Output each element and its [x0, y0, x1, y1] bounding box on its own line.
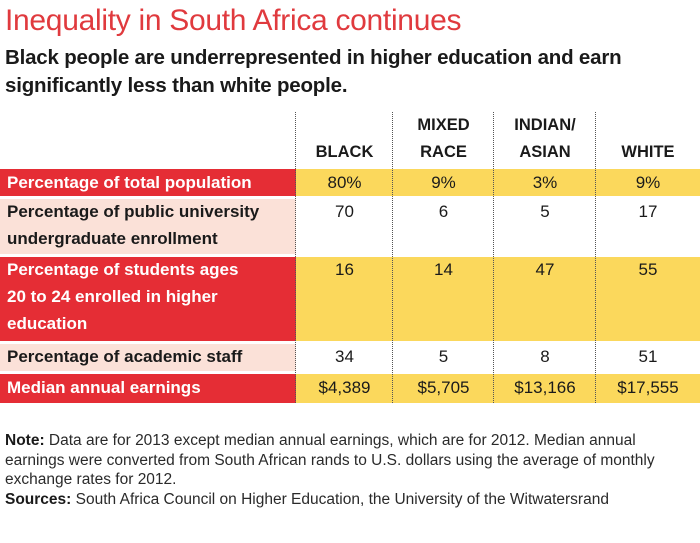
row-values-bg [296, 373, 700, 403]
note: Note: Data are for 2013 except median an… [5, 431, 695, 490]
column-header-line2: BLACK [315, 143, 374, 161]
table-cell: $4,389 [318, 378, 371, 397]
table-cell: $17,555 [617, 378, 679, 397]
table-cell: 8 [540, 347, 550, 366]
row-divider [0, 256, 700, 257]
column-header-line1: INDIAN/ [514, 116, 576, 134]
table-cell: 5 [540, 202, 550, 221]
row-values-bg [296, 256, 700, 341]
chart-title: Inequality in South Africa continues [5, 4, 462, 37]
table-cell: 5 [438, 347, 449, 366]
row-label-1: Percentage of public university undergra… [0, 198, 296, 254]
table-cell: 70 [335, 202, 354, 221]
table-cell: 9% [635, 173, 661, 192]
table-cell: 51 [638, 347, 658, 366]
column-divider [493, 112, 494, 403]
note-text: Data are for 2013 except median annual e… [5, 432, 655, 488]
column-header-2: INDIAN/ASIAN [494, 112, 596, 166]
column-header-line1: MIXED [417, 116, 470, 134]
column-header-line2: ASIAN [519, 143, 571, 161]
table-cell: 80% [327, 173, 362, 192]
row-values-bg [296, 169, 700, 196]
column-divider [392, 112, 393, 403]
chart-subtitle: Black people are underrepresented in hig… [5, 46, 622, 97]
table-cell: 3% [532, 173, 558, 192]
row-divider [0, 198, 700, 199]
note-label: Note: [5, 432, 45, 449]
table-cell: $13,166 [514, 378, 576, 397]
table-cell: 16 [335, 260, 354, 279]
row-label-0: Percentage of total population [0, 169, 296, 196]
table-cell: 14 [434, 260, 453, 279]
table-cell: 17 [638, 202, 658, 221]
column-header-1: MIXED RACE [393, 112, 494, 166]
column-divider [595, 112, 596, 403]
sources-text: South Africa Council on Higher Education… [71, 490, 609, 508]
data-table: BLACK MIXED RACE INDIAN/ASIAN WHITE Percentag… [0, 112, 700, 419]
table-cell: $5,705 [417, 378, 470, 397]
table-cell: 47 [535, 260, 555, 279]
table-cell: 55 [638, 260, 658, 279]
column-header-line2: WHITE [621, 143, 675, 161]
row-divider [0, 343, 700, 344]
row-label-3: Percentage of academic staff [0, 343, 296, 371]
sources: Sources: South Africa Council on Higher … [5, 490, 695, 510]
column-header-3: WHITE [596, 112, 700, 166]
sources-label: Sources: [5, 490, 72, 508]
row-values-bg [296, 198, 700, 254]
column-header-0: BLACK [296, 112, 393, 166]
column-header-line1 [596, 112, 700, 139]
row-divider [0, 373, 700, 374]
table-cell: 6 [438, 202, 449, 221]
column-divider [295, 112, 296, 403]
table-cell: 34 [335, 347, 354, 366]
column-header-line1 [296, 112, 393, 139]
row-label-4: Median annual earnings [0, 373, 296, 403]
table-cell: 9% [431, 173, 456, 192]
row-label-2: Percentage of students ages 20 to 24 enr… [0, 256, 296, 341]
footer: Note: Data are for 2013 except median an… [5, 431, 695, 509]
column-header-line2: RACE [420, 143, 467, 161]
row-values-bg [296, 343, 700, 371]
